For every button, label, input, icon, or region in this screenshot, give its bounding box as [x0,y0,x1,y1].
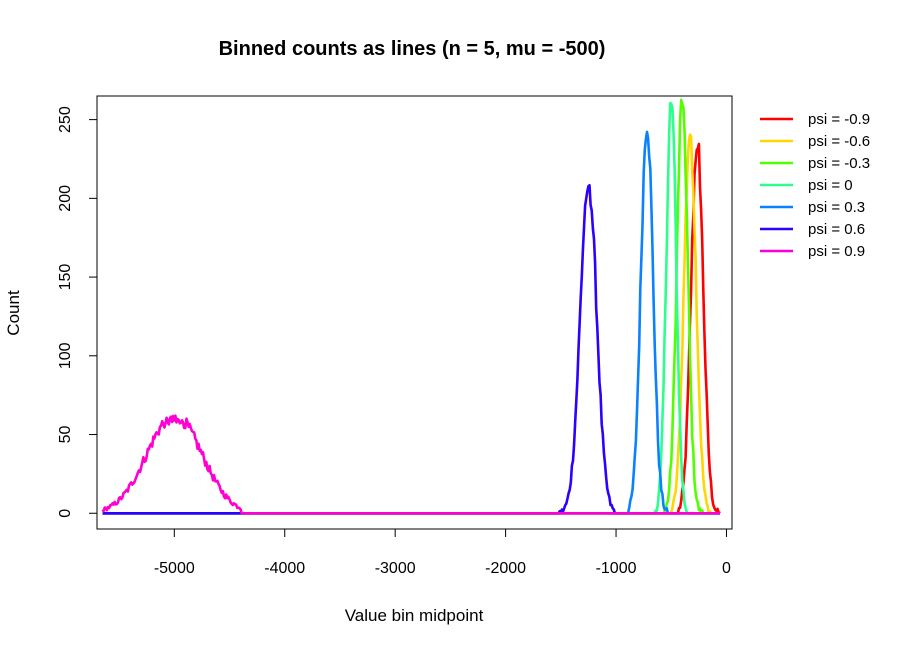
legend-label: psi = 0.9 [808,243,865,260]
legend-item: psi = 0.6 [760,221,865,238]
plot-frame [96,95,733,530]
y-axis-label: Count [4,290,23,336]
series-line-2 [102,98,721,515]
series-line-1 [102,133,721,515]
series-line-5 [102,183,721,515]
y-axis: 0 50 100 150 200 250 [57,106,98,518]
legend-item: psi = 0 [760,177,853,194]
chart-title: Binned counts as lines (n = 5, mu = -500… [219,38,606,60]
y-tick-label: 0 [57,509,74,518]
legend-item: psi = -0.3 [760,155,870,172]
y-tick-label: 250 [57,106,74,133]
x-axis: -5000 -4000 -3000 -2000 -1000 0 [154,528,731,577]
y-tick-label: 50 [57,426,74,444]
legend-item: psi = 0.3 [760,199,865,216]
series-line-0 [102,142,721,515]
legend-label: psi = -0.6 [808,133,870,150]
series-line-6 [101,414,721,515]
legend-label: psi = 0.6 [808,221,865,238]
legend-label: psi = -0.3 [808,155,870,172]
y-tick-label: 150 [57,264,74,291]
series-line-4 [102,130,721,515]
x-tick-label: 0 [722,560,731,577]
x-tick-label: -3000 [375,560,416,577]
legend-label: psi = 0 [808,177,853,194]
legend-item: psi = 0.9 [760,243,865,260]
plot-area [101,98,721,515]
x-tick-label: -5000 [154,560,195,577]
x-tick-label: -2000 [485,560,526,577]
legend-item: psi = -0.9 [760,111,870,128]
legend-label: psi = 0.3 [808,199,865,216]
x-tick-label: -4000 [264,560,305,577]
y-tick-label: 200 [57,185,74,212]
x-axis-label: Value bin midpoint [345,606,484,625]
legend-label: psi = -0.9 [808,111,870,128]
legend-item: psi = -0.6 [760,133,870,150]
x-tick-label: -1000 [596,560,637,577]
legend: psi = -0.9 psi = -0.6 psi = -0.3 psi = 0 psi… [760,111,870,260]
series-line-3 [102,101,721,515]
y-tick-label: 100 [57,342,74,369]
